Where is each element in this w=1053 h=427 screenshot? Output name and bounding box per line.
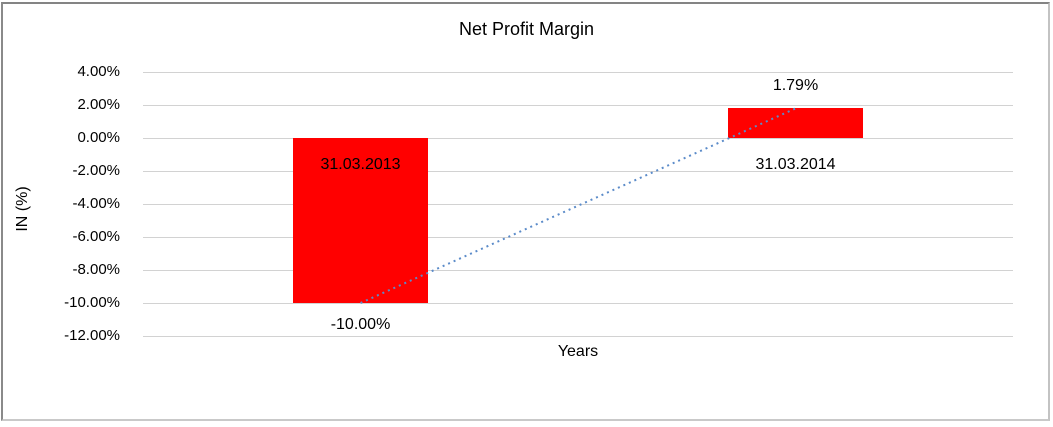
gridline — [143, 170, 1013, 172]
plot-area: 31.03.2013 -10.00% 31.03.2014 1.79% — [143, 71, 1013, 337]
y-tick-label: -2.00% — [72, 162, 120, 179]
bar-31.03.2013 — [293, 138, 428, 303]
bar-31.03.2014 — [728, 108, 863, 138]
x-axis-title: Years — [557, 343, 599, 360]
category-label: 31.03.2013 — [320, 156, 401, 173]
y-tick-label: 4.00% — [77, 63, 120, 80]
y-tick-label: -8.00% — [72, 261, 120, 278]
gridline — [143, 335, 1013, 337]
category-label: 31.03.2014 — [755, 156, 836, 173]
y-tick-label: -10.00% — [64, 294, 120, 311]
y-tick-label: 2.00% — [77, 96, 120, 113]
trendline — [360, 107, 796, 304]
data-label: -10.00% — [330, 316, 391, 333]
gridline — [143, 302, 1013, 304]
gridline — [143, 203, 1013, 205]
gridline — [143, 137, 1013, 139]
gridline — [143, 269, 1013, 271]
y-tick-label: -6.00% — [72, 228, 120, 245]
y-tick-label: 0.00% — [77, 129, 120, 146]
gridline — [143, 236, 1013, 238]
data-label: 1.79% — [772, 77, 819, 95]
y-tick-label: -4.00% — [72, 195, 120, 212]
y-tick-label: -12.00% — [64, 327, 120, 344]
gridline — [143, 104, 1013, 106]
gridline — [143, 71, 1013, 73]
chart-title: Net Profit Margin — [458, 19, 595, 39]
